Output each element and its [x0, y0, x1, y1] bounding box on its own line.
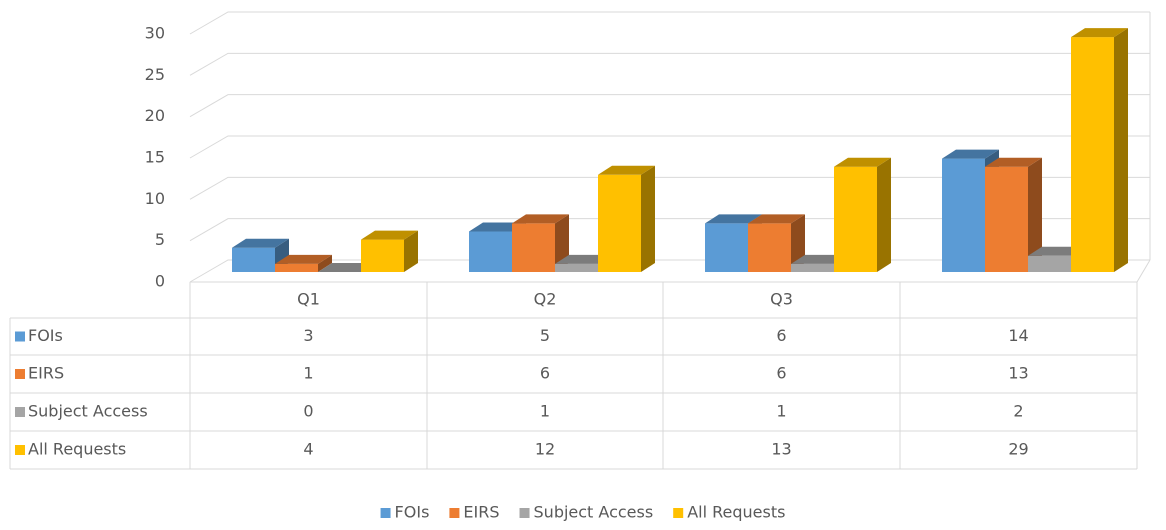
table-value: 12: [535, 440, 555, 459]
bar-top: [275, 254, 332, 264]
table-value: 3: [303, 326, 313, 345]
bar-top: [361, 230, 418, 240]
bar: [512, 223, 555, 272]
category-label: Q2: [534, 290, 557, 309]
y-tick-label: 30: [145, 24, 165, 43]
bar-top: [705, 214, 762, 224]
wall-edge: [1136, 259, 1151, 283]
bar: [705, 223, 748, 272]
bar-top: [834, 157, 891, 167]
bar: [275, 263, 318, 272]
row-label: All Requests: [28, 440, 126, 459]
legend-label: EIRS: [463, 503, 499, 522]
table-value: 29: [1008, 440, 1028, 459]
row-label: FOIs: [28, 326, 63, 345]
legend-label: Subject Access: [534, 503, 654, 522]
table-value: 2: [1013, 402, 1023, 421]
bar: [791, 263, 834, 272]
bar: [942, 158, 985, 272]
grid-line: [189, 52, 1150, 76]
bar-top: [1071, 28, 1128, 38]
legend-label: All Requests: [687, 503, 785, 522]
bar: [555, 263, 598, 272]
table-value: 6: [540, 364, 550, 383]
legend-swatch: [380, 508, 391, 518]
bar-top: [598, 165, 655, 175]
table-value: 13: [771, 440, 791, 459]
y-tick-label: 5: [155, 230, 165, 249]
grid-line: [189, 135, 1150, 159]
row-key: [15, 407, 25, 417]
bar: [232, 247, 275, 272]
bar: [598, 174, 641, 272]
row-label: Subject Access: [28, 402, 148, 421]
legend-swatch: [519, 508, 530, 518]
bar-top: [748, 214, 805, 224]
row-label: EIRS: [28, 364, 64, 383]
table-value: 5: [540, 326, 550, 345]
bar-top: [318, 263, 375, 272]
bar-top: [985, 157, 1042, 167]
bar-side: [1028, 157, 1042, 272]
y-tick-label: 10: [145, 189, 165, 208]
table-value: 1: [540, 402, 550, 421]
bar-side: [404, 230, 418, 272]
bar: [469, 231, 512, 272]
bar-side: [318, 254, 332, 272]
table-value: 6: [776, 364, 786, 383]
bar: [1071, 37, 1114, 272]
table-value: 6: [776, 326, 786, 345]
row-key: [15, 331, 25, 342]
bar: [361, 239, 404, 272]
bar: [1028, 255, 1071, 272]
bar-side: [1114, 28, 1128, 272]
grid-line: [189, 94, 1150, 118]
y-tick-label: 0: [155, 272, 165, 291]
bar: [748, 223, 791, 272]
bar-top: [512, 214, 569, 224]
bar-top: [469, 222, 526, 232]
category-label: Q3: [770, 290, 793, 309]
table-value: 0: [303, 402, 313, 421]
bar-side: [877, 157, 891, 272]
row-key: [15, 445, 25, 455]
table-value: 14: [1008, 326, 1028, 345]
y-tick-label: 20: [145, 106, 165, 125]
bar-top: [942, 149, 999, 159]
legend-label: FOIs: [395, 503, 430, 522]
row-key: [15, 369, 25, 379]
bar: [834, 166, 877, 272]
bar-side: [641, 165, 655, 272]
grid-line: [189, 11, 1150, 35]
y-tick-label: 25: [145, 65, 165, 84]
category-label: Q1: [297, 290, 320, 309]
y-tick-label: 15: [145, 148, 165, 167]
bar-top: [232, 238, 289, 248]
table-value: 13: [1008, 364, 1028, 383]
legend-swatch: [449, 508, 460, 518]
bar: [985, 166, 1028, 272]
table-value: 4: [303, 440, 313, 459]
legend-swatch: [673, 508, 684, 518]
table-value: 1: [776, 402, 786, 421]
table-value: 1: [303, 364, 313, 383]
bar-top: [1028, 246, 1085, 256]
bar-top: [791, 254, 848, 264]
bar-top: [555, 254, 612, 264]
